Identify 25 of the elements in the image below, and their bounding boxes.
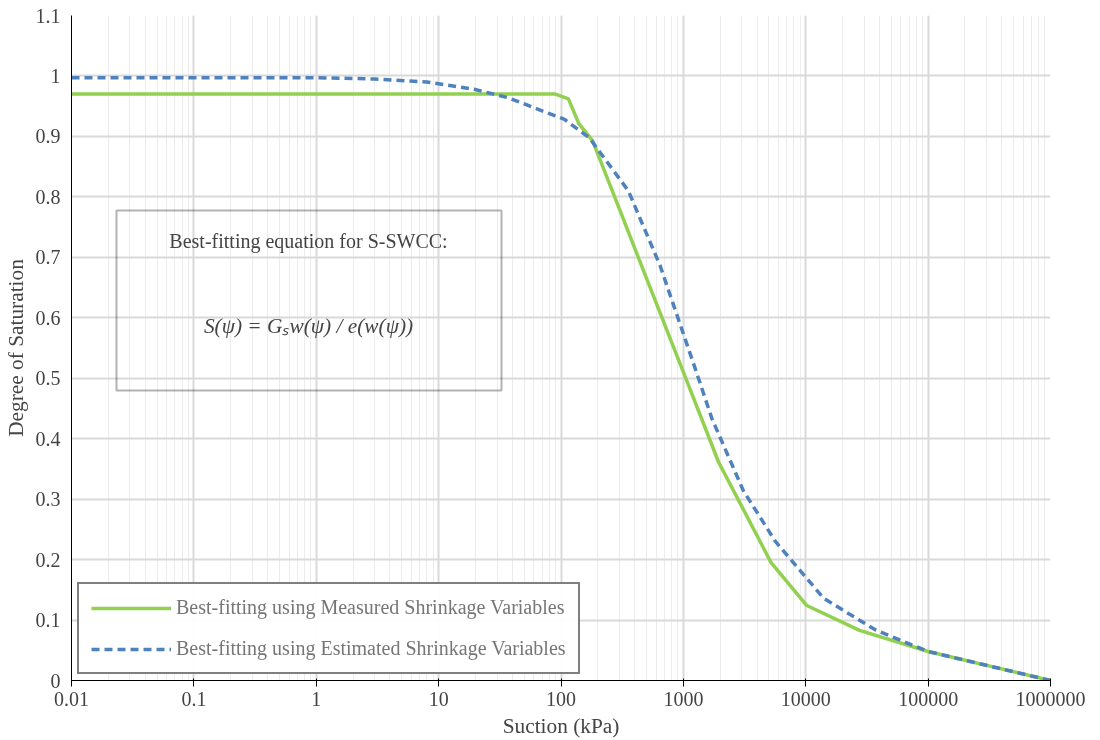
- legend-label: Best-fitting using Estimated Shrinkage Variables: [176, 637, 566, 660]
- y-tick-label: 0.9: [35, 125, 61, 148]
- x-tick-label: 100: [546, 687, 576, 710]
- annotation: Best-fitting equation for S-SWCC:: [169, 229, 448, 253]
- x-axis-title: Suction (kPa): [502, 713, 620, 738]
- x-tick-label: 1000000: [1015, 687, 1086, 710]
- y-tick-label: 0.5: [35, 367, 61, 390]
- y-tick-label: 0.8: [35, 185, 61, 208]
- x-tick-label: 10: [428, 687, 449, 710]
- annotation: S(ψ) = Gₛw(ψ) / e(w(ψ)): [203, 313, 414, 338]
- y-tick-label: 0.6: [35, 306, 61, 329]
- y-tick-label: 0.7: [35, 246, 61, 269]
- x-tick-label: 1: [311, 687, 322, 710]
- y-tick-label: 0.2: [35, 548, 61, 571]
- y-tick-label: 0.4: [35, 427, 61, 450]
- y-tick-label: 0.1: [35, 609, 61, 632]
- y-tick-label: 1.1: [35, 4, 61, 27]
- y-axis-title: Degree of Saturation: [3, 258, 28, 437]
- legend-label: Best-fitting using Measured Shrinkage Variables: [176, 596, 565, 619]
- x-tick-label: 100000: [898, 687, 959, 710]
- x-tick-label: 1000: [663, 687, 704, 710]
- x-tick-label: 10000: [780, 687, 831, 710]
- x-tick-label: 0.1: [181, 687, 207, 710]
- y-tick-label: 0.3: [35, 488, 61, 511]
- y-tick-label: 1: [50, 64, 61, 87]
